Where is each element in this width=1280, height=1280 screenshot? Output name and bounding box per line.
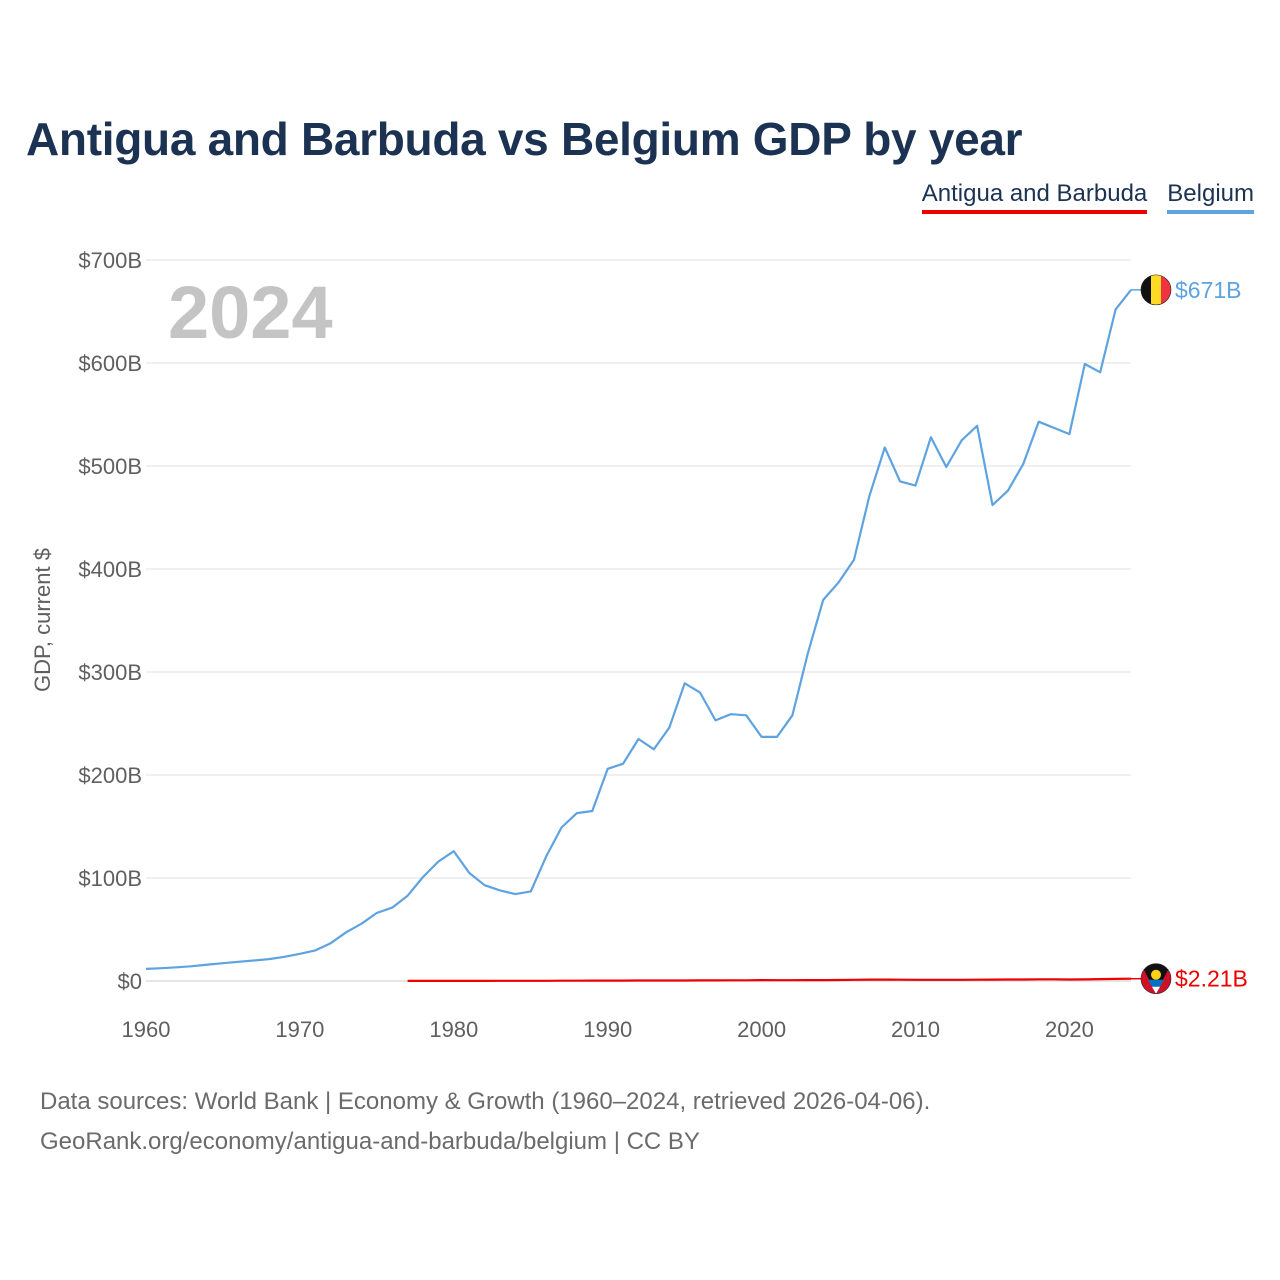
x-tick-label: 1980 <box>429 1017 478 1042</box>
x-tick-label: 2010 <box>891 1017 940 1042</box>
x-tick-label: 1990 <box>583 1017 632 1042</box>
y-tick-label: $400B <box>78 557 142 582</box>
y-tick-label: $0 <box>118 969 142 994</box>
grid-lines <box>146 259 1131 982</box>
legend-item-belgium[interactable]: Belgium <box>1167 180 1254 214</box>
y-tick-label: $700B <box>78 248 142 273</box>
y-tick-label: $200B <box>78 763 142 788</box>
y-axis-ticks: $0 $100B $200B $300B $400B $500B $600B $700B <box>78 248 142 994</box>
series-end-markers: $671B $2.21B <box>1131 274 1248 995</box>
x-tick-label: 1970 <box>275 1017 324 1042</box>
legend: Antigua and Barbuda Belgium <box>921 180 1254 214</box>
chart-title: Antigua and Barbuda vs Belgium GDP by ye… <box>26 113 1023 165</box>
x-tick-label: 1960 <box>122 1017 171 1042</box>
y-tick-label: $500B <box>78 454 142 479</box>
legend-item-antigua-and-barbuda[interactable]: Antigua and Barbuda <box>921 180 1148 214</box>
x-tick-label: 2020 <box>1045 1017 1094 1042</box>
x-tick-label: 2000 <box>737 1017 786 1042</box>
series-line-antigua-and-barbuda[interactable] <box>407 977 1132 983</box>
source-line-1: Data sources: World Bank | Economy & Gro… <box>40 1088 931 1115</box>
belgium-flag-icon <box>1140 274 1172 306</box>
source-line-2[interactable]: GeoRank.org/economy/antigua-and-barbuda/… <box>40 1128 700 1155</box>
end-value-label-belgium: $671B <box>1175 277 1242 303</box>
x-axis-ticks: 1960 1970 1980 1990 2000 2010 2020 <box>122 1017 1094 1042</box>
y-tick-label: $100B <box>78 866 142 891</box>
y-tick-label: $600B <box>78 351 142 376</box>
series-line-belgium[interactable] <box>145 289 1132 970</box>
y-tick-label: $300B <box>78 660 142 685</box>
antigua-and-barbuda-flag-icon <box>1140 963 1172 995</box>
source-note: Data sources: World Bank | Economy & Gro… <box>40 1082 930 1162</box>
end-value-label-antigua-and-barbuda: $2.21B <box>1175 966 1248 992</box>
year-watermark: 2024 <box>168 271 333 354</box>
y-axis-label: GDP, current $ <box>30 548 55 692</box>
series-lines <box>145 289 1132 983</box>
